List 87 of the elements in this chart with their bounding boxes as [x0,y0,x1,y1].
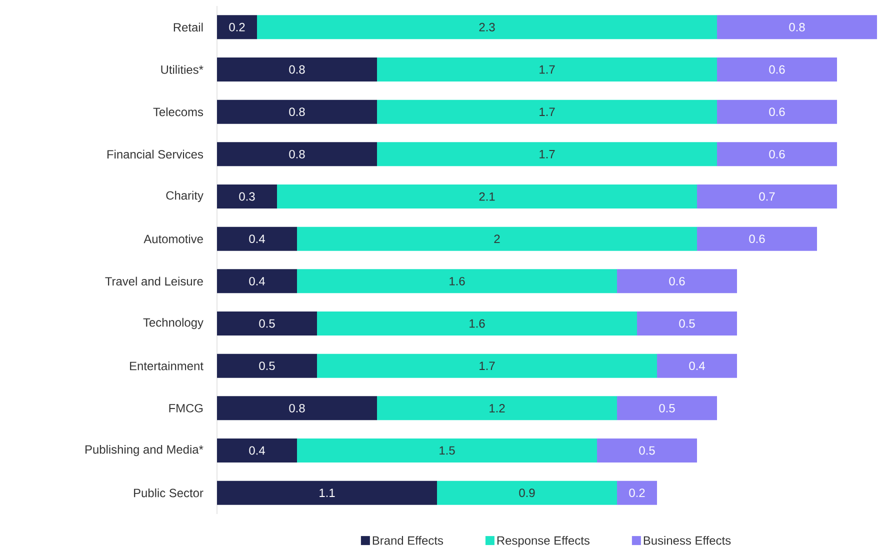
data-label: 2 [494,234,500,244]
bar [297,269,618,294]
y-tick-label: Automotive [144,234,203,244]
data-label: 0.7 [759,192,775,201]
bar [217,480,438,505]
bar [217,438,297,463]
bar [697,226,818,251]
data-label: 1.7 [540,150,555,158]
bar [217,226,297,251]
legend-label: Brand Effects [372,536,444,545]
data-label: 0.6 [749,234,765,244]
y-tick-label: Travel and Leisure [105,276,203,286]
y-tick-label: Technology [143,318,204,330]
data-label: 0.2 [229,22,245,32]
y-tick-label: Entertainment [130,361,204,370]
data-label: 1.2 [490,404,505,412]
bar [297,438,598,463]
data-label: 1.7 [540,65,555,74]
bar [217,58,378,82]
data-label: 0.5 [639,446,655,455]
bar [377,58,718,82]
y-tick-label: FMCG [169,404,203,412]
data-label: 1.6 [450,276,465,286]
bar [217,142,378,166]
bar [377,100,718,124]
bar [697,184,838,209]
bar [657,354,738,378]
bar [437,480,618,505]
bar [217,100,378,124]
data-label: 0.5 [259,362,275,370]
bar [717,58,838,82]
data-label: 0.4 [689,362,705,370]
legend-label: Response Effects [497,536,590,548]
data-label: 2.3 [479,22,495,32]
bar [637,312,738,336]
bar [217,15,257,40]
bar [717,100,838,124]
data-label: 0.4 [249,446,265,455]
data-label: 0.3 [239,192,255,201]
bar [217,312,317,336]
data-label: 1.1 [320,488,335,497]
bar [617,269,738,294]
bar [217,269,297,294]
data-label: 1.5 [440,446,455,455]
data-label: 1.7 [540,108,555,116]
bar [717,142,838,166]
y-tick-label: Charity [166,190,204,202]
data-label: 2.1 [479,192,495,201]
data-label: 0.6 [769,108,785,116]
bar [297,226,698,251]
bar [277,184,698,209]
bar [377,142,718,166]
bar [717,15,878,40]
data-label: 0.8 [289,404,305,412]
data-label: 0.6 [669,276,685,286]
bar [317,354,658,378]
data-label: 0.5 [259,319,275,328]
y-tick-label: Public Sector [134,488,204,498]
bar [617,396,718,420]
bar [217,354,317,378]
y-tick-label: Publishing and Media* [85,444,204,456]
y-tick-label: Utilities* [161,65,204,74]
legend-label: Business Effects [644,536,731,545]
data-label: 0.6 [769,150,785,158]
data-label: 0.8 [789,22,805,32]
data-label: 1.6 [470,319,485,328]
bar [217,184,277,209]
y-tick-label: Telecoms [153,107,204,116]
data-label: 0.8 [289,150,305,158]
data-label: 0.5 [679,319,695,328]
bar [617,480,658,505]
bar [257,15,718,40]
data-label: 0.4 [249,234,265,244]
y-tick-label: Retail [174,22,203,32]
bar [217,396,378,420]
y-tick-label: Financial Services [107,150,204,159]
data-label: 0.9 [519,488,535,498]
bar [597,438,698,463]
data-label: 0.4 [249,276,265,286]
data-label: 0.8 [289,108,305,116]
bar [317,312,638,336]
bar [377,396,618,420]
data-label: 0.5 [659,404,675,412]
data-label: 1.7 [480,362,495,370]
data-label: 0.6 [769,65,785,74]
data-label: 0.8 [289,65,305,74]
data-label: 0.2 [629,488,645,498]
